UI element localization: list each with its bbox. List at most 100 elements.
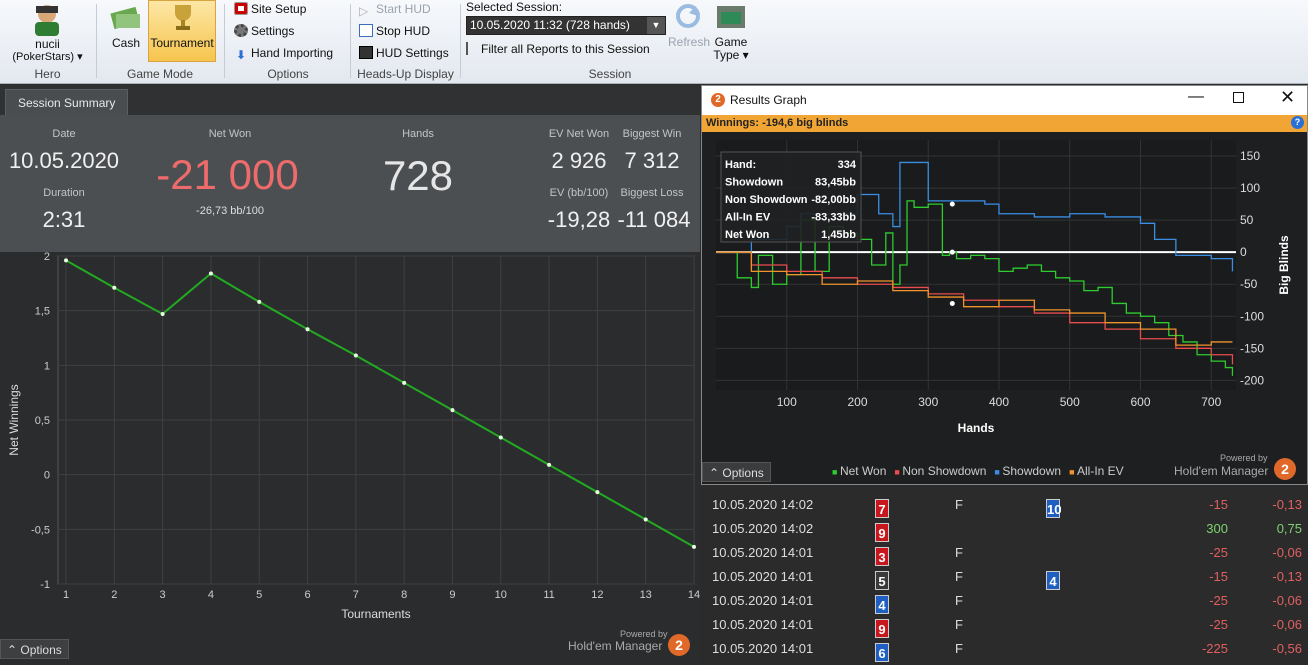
row-won: -15 bbox=[1209, 497, 1228, 512]
legend-item[interactable]: ■ Showdown bbox=[994, 464, 1061, 478]
site-setup-button[interactable]: Site Setup bbox=[234, 2, 306, 16]
row-bb: 0,75 bbox=[1276, 521, 1302, 536]
legend-item[interactable]: ■ Net Won bbox=[832, 464, 886, 478]
game-mode-group-label: Game Mode bbox=[126, 67, 194, 81]
options-button[interactable]: ⌃ Options bbox=[0, 639, 69, 659]
table-row[interactable]: 10.05.2020 14:01Q9F-25-0,06 bbox=[703, 613, 1308, 638]
y-tick-label: -0,5 bbox=[31, 524, 50, 536]
row-action: F bbox=[955, 641, 963, 656]
data-point bbox=[208, 271, 213, 276]
hero-group-label: Hero bbox=[34, 67, 61, 81]
cash-button[interactable]: Cash bbox=[106, 2, 146, 52]
graph-legend: ■ Net Won ■ Non Showdown ■ Showdown ■ All-I… bbox=[832, 464, 1132, 478]
row-bb: -0,06 bbox=[1272, 617, 1302, 632]
help-icon[interactable]: ? bbox=[1291, 116, 1304, 129]
bb-per-100-value: -26,73 bb/100 bbox=[196, 205, 264, 217]
session-dropdown-value: 10.05.2020 11:32 (728 hands) bbox=[470, 18, 630, 32]
graph-x-tick-label: 500 bbox=[1060, 395, 1080, 409]
data-point bbox=[112, 285, 117, 290]
playing-card: 4 bbox=[875, 595, 889, 614]
playing-card: 3 bbox=[875, 547, 889, 566]
row-bb: -0,06 bbox=[1272, 545, 1302, 560]
play-icon: ▷ bbox=[359, 4, 369, 18]
game-type-button[interactable]: Game Type ▾ bbox=[710, 2, 752, 62]
net-won-label: Net Won bbox=[208, 128, 252, 140]
data-point bbox=[643, 517, 648, 522]
graph-y-tick-label: -150 bbox=[1240, 341, 1264, 355]
biggest-loss-label: Biggest Loss bbox=[620, 187, 684, 199]
refresh-button[interactable]: Refresh bbox=[668, 2, 711, 54]
ev-bb-label: EV (bb/100) bbox=[549, 187, 609, 199]
row-action: F bbox=[955, 545, 963, 560]
refresh-label: Refresh bbox=[668, 35, 711, 49]
stop-hud-button[interactable]: Stop HUD bbox=[359, 24, 430, 38]
hero-name[interactable]: nucii bbox=[35, 37, 60, 51]
legend-swatch-icon: ■ bbox=[1069, 467, 1077, 477]
tooltip-value: -82,00bb bbox=[811, 194, 856, 206]
table-row[interactable]: 10.05.2020 14:0186F-225-0,56 bbox=[703, 637, 1308, 662]
filter-session-button[interactable]: Filter all Reports to this Session bbox=[466, 42, 650, 56]
biggest-win-label: Biggest Win bbox=[622, 128, 682, 140]
data-point bbox=[402, 380, 407, 385]
maximize-icon[interactable] bbox=[1233, 92, 1244, 103]
settings-button[interactable]: Settings bbox=[234, 24, 294, 38]
table-row[interactable]: 10.05.2020 14:0163F-25-0,06 bbox=[703, 541, 1308, 566]
hud-settings-button[interactable]: HUD Settings bbox=[359, 46, 449, 60]
row-won: -25 bbox=[1209, 545, 1228, 560]
legend-label: Net Won bbox=[839, 464, 887, 478]
site-setup-label: Site Setup bbox=[251, 2, 307, 16]
tournament-button[interactable]: Tournament bbox=[148, 0, 216, 62]
hands-value: 728 bbox=[382, 152, 454, 199]
tournament-chart-panel: 2 1,5 1 0,5 0 -0,5 -1 1 2 3 4 5 6 7 8 9 10 11 12 13 14 Tourna… bbox=[0, 251, 700, 665]
x-tick-label: 2 bbox=[111, 589, 117, 601]
options-label: Options bbox=[20, 643, 62, 657]
legend-item[interactable]: ■ All-In EV bbox=[1069, 464, 1124, 478]
row-won: -25 bbox=[1209, 593, 1228, 608]
session-dropdown[interactable]: 10.05.2020 11:32 (728 hands) ▼ bbox=[466, 16, 666, 35]
hero-avatar[interactable] bbox=[32, 2, 62, 36]
hem-window-icon: 2 bbox=[711, 93, 725, 107]
table-row[interactable]: 10.05.2020 14:01J5FA54-15-0,13 bbox=[703, 565, 1308, 590]
data-point bbox=[257, 299, 262, 304]
table-row[interactable]: 10.05.2020 14:02K93000,75 bbox=[703, 517, 1308, 542]
row-date: 10.05.2020 14:01 bbox=[712, 545, 814, 560]
graph-x-tick-label: 600 bbox=[1130, 395, 1150, 409]
graph-y-tick-label: -100 bbox=[1240, 309, 1264, 323]
data-point bbox=[353, 353, 358, 358]
row-won: 300 bbox=[1206, 521, 1228, 536]
table-row[interactable]: 10.05.2020 14:0184F-25-0,06 bbox=[703, 589, 1308, 614]
hands-label: Hands bbox=[402, 128, 434, 140]
x-tick-label: 7 bbox=[353, 589, 359, 601]
graph-x-tick-label: 300 bbox=[918, 395, 938, 409]
hero-site[interactable]: (PokerStars) ▾ bbox=[12, 51, 83, 63]
results-graph-title: Results Graph bbox=[730, 93, 807, 107]
graph-y-tick-label: 50 bbox=[1240, 213, 1254, 227]
close-icon[interactable]: ✕ bbox=[1280, 87, 1296, 107]
graph-options-button[interactable]: ⌃ Options bbox=[702, 462, 771, 482]
table-row[interactable]: 10.05.2020 14:02J7F109710-15-0,13 bbox=[703, 493, 1308, 518]
start-hud-button[interactable]: ▷ Start HUD bbox=[359, 2, 431, 18]
tab-session-summary[interactable]: Session Summary bbox=[5, 89, 129, 115]
stop-hud-label: Stop HUD bbox=[376, 24, 431, 38]
row-action: F bbox=[955, 617, 963, 632]
stop-icon bbox=[359, 24, 373, 37]
x-axis-label: Tournaments bbox=[341, 607, 410, 621]
hand-importing-label: Hand Importing bbox=[251, 46, 334, 60]
row-date: 10.05.2020 14:02 bbox=[712, 521, 814, 536]
playing-card: 4 bbox=[1046, 571, 1060, 590]
x-tick-label: 10 bbox=[495, 589, 507, 601]
legend-label: Non Showdown bbox=[902, 464, 987, 478]
graph-y-tick-label: -50 bbox=[1240, 277, 1258, 291]
net-winnings-chart: 21,510,50-0,5-11 2 3 4 5 6 7 8 9 10 11 12 13 14Tourna… bbox=[7, 251, 700, 621]
tab-bar: Session Summary bbox=[0, 85, 700, 115]
legend-label: All-In EV bbox=[1077, 464, 1124, 478]
hand-importing-button[interactable]: ⬇ Hand Importing bbox=[234, 46, 334, 62]
data-point bbox=[692, 544, 696, 549]
hud-group: ▷ Start HUD Stop HUD HUD Settings Heads-U… bbox=[353, 0, 458, 84]
minimize-icon[interactable]: — bbox=[1188, 88, 1204, 105]
graph-x-tick-label: 400 bbox=[989, 395, 1009, 409]
graph-x-tick-label: 200 bbox=[847, 395, 867, 409]
hover-marker bbox=[949, 300, 955, 306]
y-tick-label: 0 bbox=[44, 470, 50, 482]
legend-item[interactable]: ■ Non Showdown bbox=[894, 464, 986, 478]
